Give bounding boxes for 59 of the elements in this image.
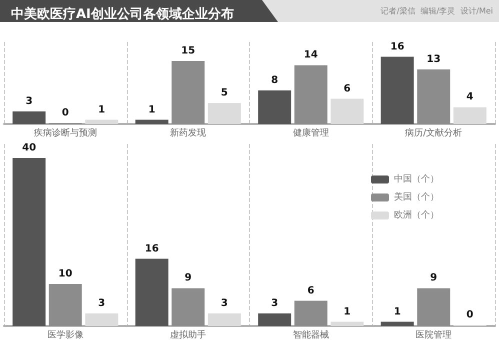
bar — [208, 313, 241, 326]
bar — [258, 90, 292, 124]
bar — [294, 300, 328, 326]
bar — [85, 313, 118, 326]
bar — [12, 158, 46, 326]
data-label: 0 — [62, 108, 69, 118]
data-label: 1 — [98, 104, 106, 116]
x-tick-label: 新药发现 — [170, 128, 206, 138]
data-label: 16 — [390, 41, 404, 52]
bar — [417, 288, 450, 326]
bar — [330, 98, 364, 124]
data-label: 1 — [344, 306, 351, 318]
bar — [294, 65, 328, 124]
data-label: 13 — [426, 54, 441, 65]
data-label: 15 — [181, 46, 196, 56]
data-label: 3 — [220, 298, 228, 309]
x-tick-label: 医院管理 — [416, 330, 452, 340]
data-label: 4 — [466, 92, 474, 103]
bar — [330, 322, 364, 326]
data-label: 6 — [307, 285, 314, 296]
bar — [85, 120, 118, 124]
data-label: 1 — [148, 104, 156, 116]
legend-label: 欧洲（个） — [394, 210, 439, 220]
x-tick-label: 智能器械 — [292, 330, 329, 340]
x-tick-label: 病历/文献分析 — [405, 128, 462, 138]
data-label: 16 — [144, 243, 159, 254]
data-label: 3 — [271, 298, 278, 309]
data-label: 40 — [22, 142, 36, 154]
x-tick-label: 虚拟助手 — [170, 330, 206, 340]
data-label: 9 — [184, 272, 192, 284]
x-tick-label: 健康管理 — [292, 128, 329, 138]
data-label: 9 — [430, 272, 438, 284]
data-label: 14 — [304, 50, 318, 61]
legend-label: 美国（个） — [394, 192, 439, 202]
x-tick-label: 医学影像 — [47, 330, 84, 340]
legend-label: 中国（个） — [394, 174, 439, 184]
bar — [172, 61, 205, 124]
bar — [172, 288, 205, 326]
data-label: 8 — [271, 74, 278, 86]
data-label: 3 — [26, 96, 33, 107]
data-label: 3 — [98, 298, 106, 309]
data-label: 1 — [394, 306, 401, 318]
bar — [135, 258, 168, 326]
data-label: 5 — [220, 88, 228, 98]
bar — [380, 322, 414, 326]
data-label: 10 — [58, 268, 72, 280]
bar — [48, 284, 82, 326]
bar — [135, 120, 168, 124]
bar — [453, 107, 486, 124]
data-label: 6 — [344, 83, 351, 94]
bar — [12, 111, 46, 124]
text: 记者/梁信 编辑/李灵 设计/Mei — [380, 6, 494, 16]
chart-title: 中美欧医疗AI创业公司各领域企业分布 — [11, 6, 234, 22]
bar — [208, 103, 241, 124]
bar — [417, 69, 450, 124]
data-label: 0 — [466, 310, 474, 320]
bar — [258, 313, 292, 326]
x-tick-label: 疾病诊断与预测 — [34, 128, 97, 138]
bar — [380, 56, 414, 124]
